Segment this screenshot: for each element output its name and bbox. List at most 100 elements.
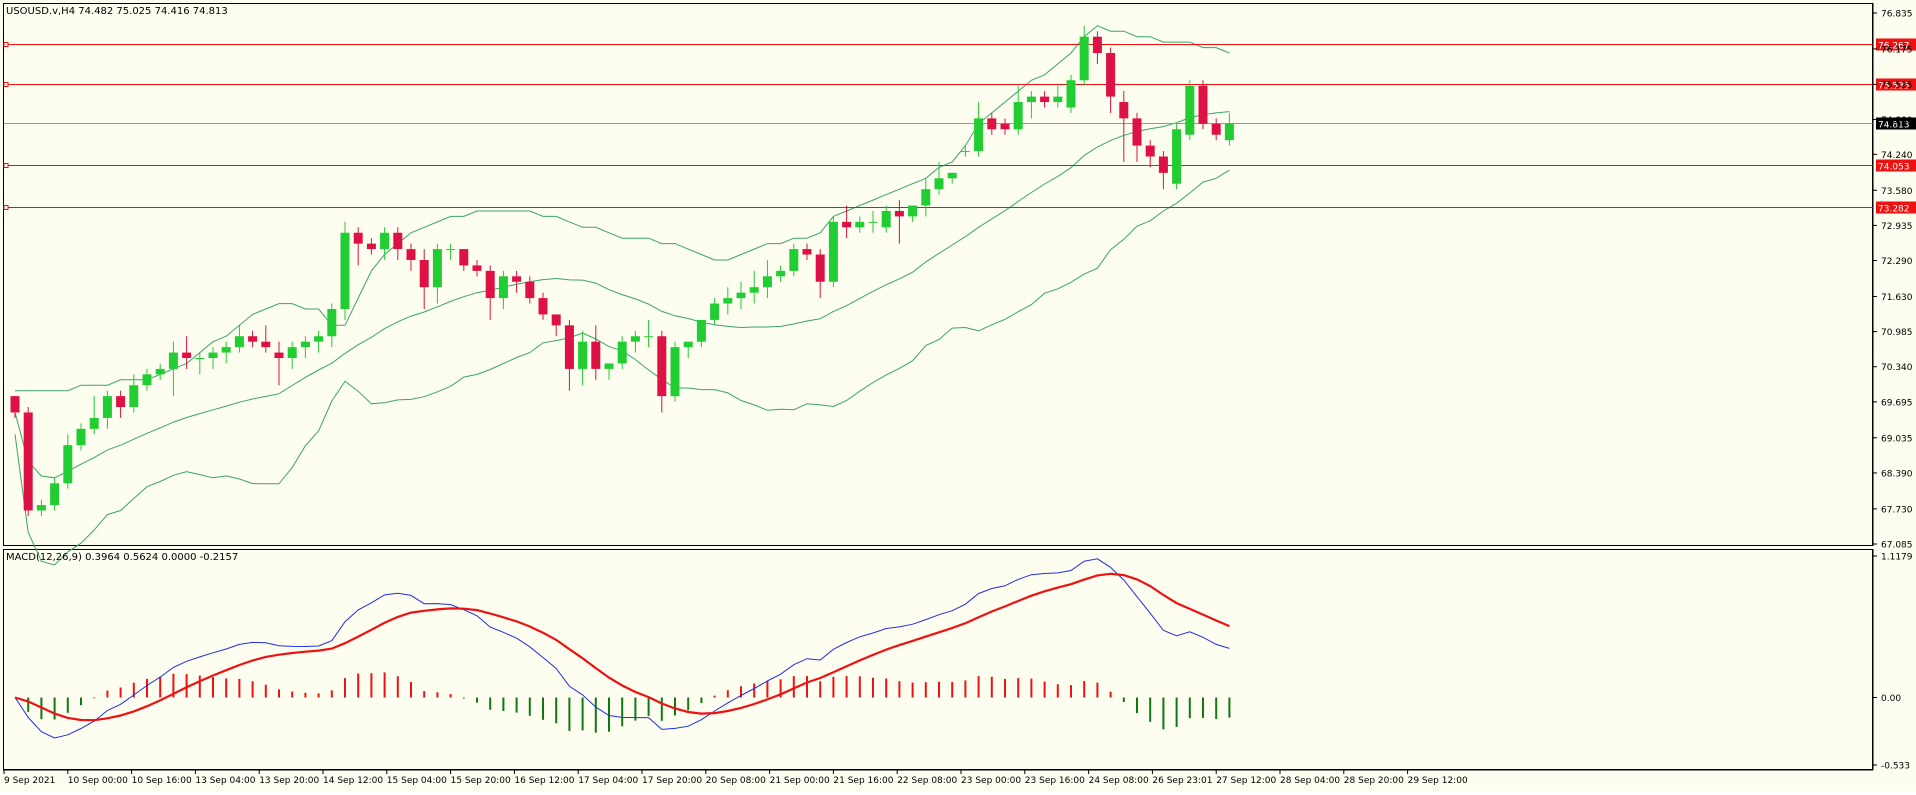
candle-body bbox=[208, 352, 218, 359]
candle bbox=[419, 249, 429, 309]
horizontal-line-handle[interactable] bbox=[3, 205, 9, 210]
candle-body bbox=[1013, 102, 1023, 130]
main-header: USOUSD.v,H4 74.482 75.025 74.416 74.813 bbox=[6, 6, 228, 17]
candle-body bbox=[261, 341, 271, 348]
candle-body bbox=[1172, 129, 1182, 184]
price-tick-label: 70.340 bbox=[1881, 363, 1913, 373]
candle-body bbox=[446, 249, 456, 251]
candle-body bbox=[129, 385, 139, 408]
time-tick-label: 20 Sep 08:00 bbox=[706, 776, 766, 786]
candle bbox=[749, 270, 759, 304]
candle-body bbox=[604, 363, 614, 369]
price-tick-label: 70.985 bbox=[1881, 328, 1913, 338]
candle-body bbox=[221, 347, 231, 353]
candle bbox=[1119, 91, 1129, 162]
candle bbox=[208, 347, 218, 369]
time-tick-label: 26 Sep 23:01 bbox=[1152, 776, 1212, 786]
candle-body bbox=[802, 249, 812, 255]
price-tick-label: 75.525 bbox=[1881, 81, 1913, 91]
horizontal-line-handle[interactable] bbox=[3, 82, 9, 87]
price-tick-label: 69.695 bbox=[1881, 398, 1913, 408]
candle bbox=[155, 363, 165, 380]
time-tick-label: 24 Sep 08:00 bbox=[1089, 776, 1149, 786]
candle bbox=[894, 200, 904, 244]
candle-body bbox=[776, 270, 786, 277]
time-tick-label: 14 Sep 12:00 bbox=[323, 776, 383, 786]
candle-body bbox=[314, 336, 324, 342]
time-tick-label: 27 Sep 12:00 bbox=[1216, 776, 1276, 786]
candle-body bbox=[1158, 156, 1168, 173]
time-tick-label: 23 Sep 16:00 bbox=[1025, 776, 1085, 786]
candle bbox=[63, 434, 73, 489]
candle-body bbox=[102, 396, 112, 418]
candle bbox=[802, 243, 812, 260]
candle bbox=[1079, 25, 1089, 86]
candle-body bbox=[89, 417, 99, 429]
candle bbox=[657, 330, 667, 413]
candle bbox=[1172, 123, 1182, 190]
candle bbox=[578, 330, 588, 386]
candle bbox=[36, 499, 46, 516]
candle-body bbox=[234, 336, 244, 348]
candle bbox=[908, 205, 918, 222]
candle bbox=[881, 205, 891, 233]
candle-body bbox=[182, 352, 192, 359]
candle-body bbox=[525, 281, 535, 299]
candle-body bbox=[657, 336, 667, 397]
candle-body bbox=[974, 118, 984, 152]
candle-body bbox=[36, 505, 46, 511]
candle-body bbox=[512, 276, 522, 282]
candle bbox=[564, 319, 574, 391]
candle bbox=[855, 216, 865, 233]
candle-body bbox=[842, 221, 852, 228]
candle-body bbox=[195, 358, 205, 360]
candle bbox=[116, 390, 126, 418]
candle-body bbox=[1092, 36, 1102, 54]
time-tick-label: 10 Sep 00:00 bbox=[68, 776, 128, 786]
candle bbox=[1013, 85, 1023, 135]
candle bbox=[274, 341, 284, 386]
price-tick-label: 76.835 bbox=[1881, 10, 1913, 20]
price-tick-label: 76.175 bbox=[1881, 45, 1913, 55]
candle-body bbox=[498, 276, 508, 299]
candle bbox=[76, 423, 86, 451]
candle bbox=[762, 259, 772, 299]
candle-body bbox=[116, 396, 126, 408]
candle-body bbox=[1079, 36, 1089, 81]
macd-tick-label: 0.00 bbox=[1881, 694, 1901, 704]
candle-body bbox=[696, 319, 706, 342]
price-label: 73.282 bbox=[1878, 205, 1910, 215]
candle-body bbox=[1053, 96, 1063, 103]
candle bbox=[512, 270, 522, 293]
candle bbox=[921, 178, 931, 217]
time-tick-label: 15 Sep 20:00 bbox=[451, 776, 511, 786]
macd-tick-label: -0.533 bbox=[1881, 762, 1910, 772]
candle bbox=[1053, 85, 1063, 108]
candle bbox=[459, 249, 469, 271]
candle bbox=[947, 172, 957, 184]
candle bbox=[1066, 74, 1076, 113]
candle-body bbox=[947, 172, 957, 179]
time-tick-label: 13 Sep 20:00 bbox=[259, 776, 319, 786]
candle-body bbox=[921, 189, 931, 206]
candle-body bbox=[459, 249, 469, 266]
candle bbox=[591, 325, 601, 380]
candle bbox=[472, 259, 482, 277]
horizontal-line-handle[interactable] bbox=[3, 163, 9, 168]
candle bbox=[960, 145, 970, 157]
price-tick-label: 72.935 bbox=[1881, 222, 1913, 232]
candle-body bbox=[366, 243, 376, 250]
horizontal-line-handle[interactable] bbox=[3, 42, 9, 47]
candle bbox=[604, 363, 614, 380]
candle bbox=[432, 243, 442, 304]
candle bbox=[987, 112, 997, 135]
bollinger-upper-band bbox=[15, 25, 1230, 392]
candle bbox=[340, 221, 350, 320]
candle-body bbox=[908, 205, 918, 217]
candle bbox=[221, 341, 231, 364]
candle bbox=[551, 314, 561, 337]
price-label-box bbox=[1876, 78, 1916, 91]
candle-body bbox=[868, 221, 878, 223]
candle-body bbox=[76, 428, 86, 446]
